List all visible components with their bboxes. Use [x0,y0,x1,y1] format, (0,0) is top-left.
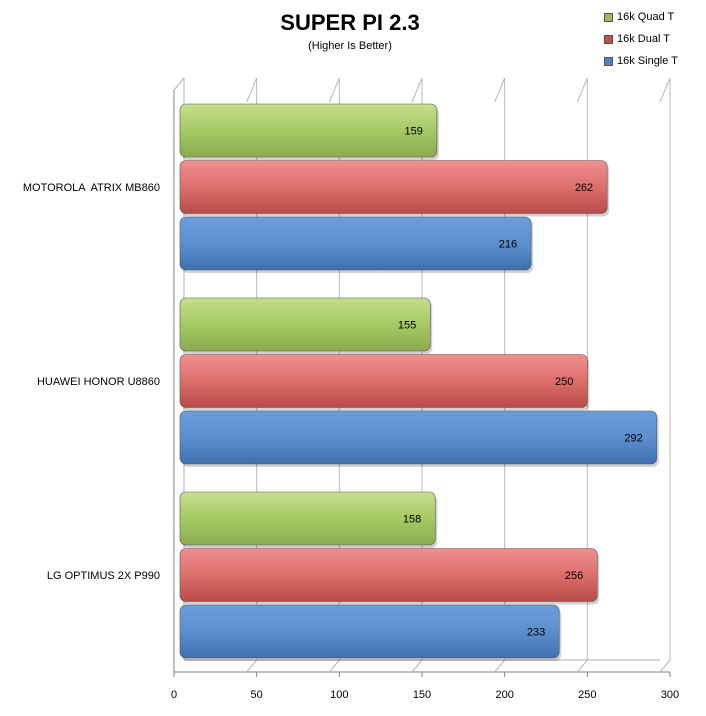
chart-title: SUPER PI 2.3 [280,10,420,35]
wall-edge [173,77,185,91]
bar [179,354,588,408]
x-tick-label: 50 [251,689,263,701]
gridline [246,659,258,673]
gridline [246,77,258,103]
bar [179,604,560,659]
gridline [576,77,588,103]
x-tick-label: 150 [413,689,431,701]
gridline [411,77,423,103]
legend-swatch [604,56,613,66]
gridline [411,659,423,673]
gridline [494,77,506,103]
gridline [328,77,340,103]
legend-swatch [604,34,613,44]
bar [179,160,608,214]
legend-item: 16k Dual T [604,28,704,50]
bar [179,297,431,352]
bar [179,103,438,158]
bar-value-label: 159 [405,126,423,138]
gridline [494,659,506,673]
x-tick-label: 300 [661,689,679,701]
bar-value-label: 292 [624,433,642,445]
legend-swatch [604,12,613,22]
gridline [576,659,588,673]
gridline [659,77,671,103]
x-tick-label: 0 [171,689,177,701]
legend-label: 16k Dual T [617,33,670,45]
category-label: LG OPTIMUS 2X P990 [47,570,160,582]
bar-value-label: 256 [565,570,583,582]
bar-value-label: 250 [555,376,573,388]
legend-item: 16k Quad T [604,6,704,28]
bar [179,410,658,465]
bar [179,491,436,546]
chart-subtitle: (Higher Is Better) [308,40,392,52]
gridline [328,659,340,673]
legend-label: 16k Single T [617,55,678,67]
bar-value-label: 233 [527,627,545,639]
bar-value-label: 262 [575,182,593,194]
x-tick-label: 200 [495,689,513,701]
bar-value-label: 216 [499,239,517,251]
x-tick-label: 250 [578,689,596,701]
labels: 0 50 100 150 200 250 300 159 262 216 MOTOROLA ATRI… [23,126,679,702]
legend: 16k Quad T 16k Dual T 16k Single T [604,6,704,72]
bar [179,216,532,271]
legend-label: 16k Quad T [617,11,675,23]
gridline [659,659,671,673]
bar [179,548,598,602]
category-label: HUAWEI HONOR U8860 [37,376,160,388]
bar-value-label: 158 [403,514,421,526]
bars [179,103,659,661]
legend-item: 16k Single T [604,50,704,72]
category-label: MOTOROLA ATRIX MB860 [23,182,160,194]
bar-value-label: 155 [398,320,416,332]
x-tick-label: 100 [330,689,348,701]
